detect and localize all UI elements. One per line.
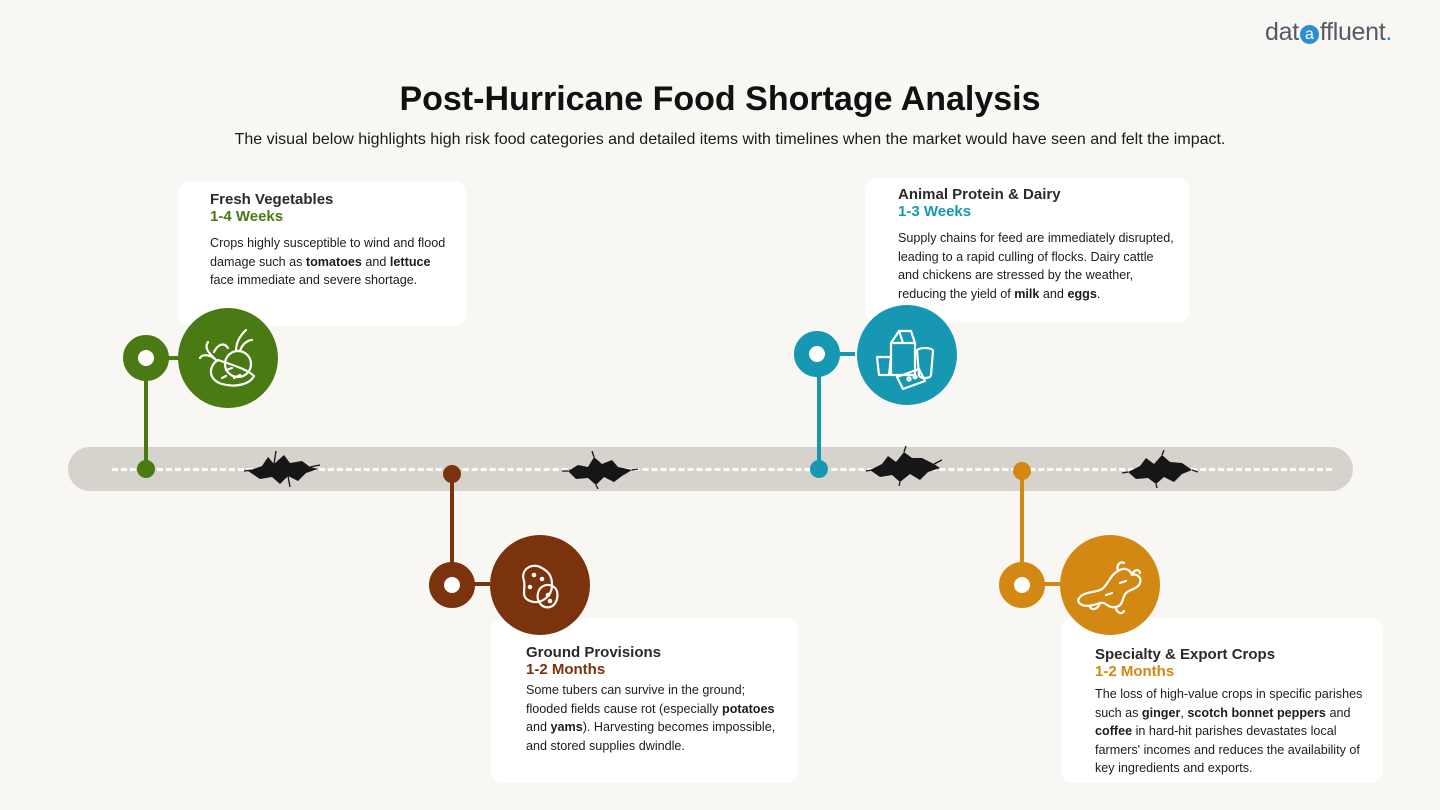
timeline-marker	[810, 460, 828, 478]
timeline-ring	[123, 335, 169, 381]
card-timeline: 1-2 Months	[526, 661, 606, 678]
highlighted-item: ginger	[1141, 705, 1181, 720]
card-timeline: 1-4 Weeks	[210, 208, 284, 225]
logo-text-start: dat	[1265, 18, 1299, 46]
datafluent-logo: dat a ffluent.	[1265, 18, 1392, 47]
ground-provisions-card: Ground Provisions 1-2 Months Some tubers…	[491, 618, 798, 783]
description-text: and	[526, 720, 551, 735]
timeline-marker	[137, 460, 155, 478]
ring-connector	[472, 582, 490, 586]
highlighted-item: eggs	[1067, 286, 1097, 301]
description-text: .	[1096, 286, 1101, 301]
card-title: Specialty & Export Crops	[1095, 646, 1276, 663]
ring-connector	[166, 356, 184, 360]
fresh-vegetables-card: Fresh Vegetables 1-4 Weeks Crops highly …	[178, 181, 466, 326]
description-text: Some tubers can survive in the ground; f…	[526, 683, 746, 716]
timeline-stem	[1020, 472, 1024, 564]
ring-connector	[837, 352, 855, 356]
highlighted-item: yams	[550, 720, 583, 735]
description-text: and	[1039, 286, 1068, 301]
description-text: in hard-hit parishes devastates local fa…	[1095, 724, 1360, 776]
card-timeline: 1-2 Months	[1095, 663, 1175, 680]
ring-connector	[1042, 582, 1060, 586]
ginger-icon	[1060, 535, 1160, 635]
card-title: Animal Protein & Dairy	[898, 186, 1061, 203]
timeline-ring	[429, 562, 475, 608]
card-title: Fresh Vegetables	[210, 191, 334, 208]
timeline-ring	[999, 562, 1045, 608]
dairy-icon	[857, 305, 957, 405]
highlighted-item: coffee	[1095, 724, 1133, 739]
animal-protein-card: Animal Protein & Dairy 1-3 Weeks Supply …	[865, 178, 1189, 323]
road-crack-icon	[562, 451, 638, 489]
road-center-line	[112, 468, 1332, 471]
logo-dot: .	[1385, 18, 1393, 46]
card-title: Ground Provisions	[526, 644, 662, 661]
road-crack-icon	[244, 450, 320, 487]
specialty-export-card: Specialty & Export Crops 1-2 Months The …	[1061, 618, 1383, 783]
description-text: and	[1325, 705, 1351, 720]
timeline-ring	[794, 331, 840, 377]
logo-at-mark: a	[1299, 25, 1319, 44]
highlighted-item: lettuce	[389, 254, 431, 269]
card-description: Crops highly susceptible to wind and flo…	[210, 234, 456, 290]
card-description: Some tubers can survive in the ground; f…	[526, 681, 786, 755]
description-text: The loss of high-value crops in specific…	[1095, 687, 1363, 720]
potato-icon	[490, 535, 590, 635]
card-description: Supply chains for feed are immediately d…	[898, 229, 1177, 303]
description-text: and	[361, 254, 390, 269]
card-timeline: 1-3 Weeks	[898, 203, 972, 220]
highlighted-item: scotch bonnet peppers	[1187, 705, 1326, 720]
highlighted-item: tomatoes	[305, 254, 362, 269]
highlighted-item: milk	[1014, 286, 1040, 301]
highlighted-item: potatoes	[722, 701, 775, 716]
page-title: Post-Hurricane Food Shortage Analysis	[399, 80, 1041, 118]
description-text: face immediate and severe shortage.	[210, 273, 418, 288]
timeline-marker	[1013, 462, 1031, 480]
description-text: Crops highly susceptible to wind and flo…	[210, 236, 446, 269]
page-subtitle: The visual below highlights high risk fo…	[234, 131, 1226, 148]
road-crack-icon	[1122, 450, 1198, 488]
road-crack-icon	[866, 446, 942, 486]
card-description: The loss of high-value crops in specific…	[1095, 685, 1371, 778]
description-text: ). Harvesting becomes impossible, and st…	[526, 720, 776, 753]
description-text: ,	[1180, 705, 1188, 720]
description-text: Supply chains for feed are immediately d…	[898, 231, 1174, 301]
vegetables-icon	[178, 308, 278, 408]
timeline-stem	[144, 370, 148, 470]
logo-text-end: ffluent	[1319, 18, 1386, 46]
timeline-stem	[817, 368, 821, 463]
timeline-stem	[450, 474, 454, 564]
